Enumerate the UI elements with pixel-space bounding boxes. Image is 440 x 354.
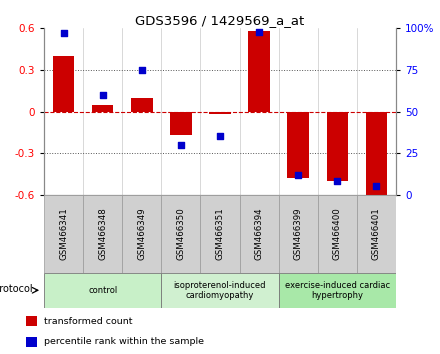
Text: GSM466351: GSM466351 [216,207,224,260]
Bar [83,195,122,273]
Point [138,67,145,73]
Bar [170,112,192,135]
Bar [92,104,114,112]
Point [373,183,380,189]
Bar [366,112,387,195]
Point [295,172,302,178]
Point [334,178,341,184]
Bar [122,195,161,273]
Bar [209,112,231,114]
Bar [161,195,201,273]
Text: exercise-induced cardiac
hypertrophy: exercise-induced cardiac hypertrophy [285,281,390,300]
Text: GSM466400: GSM466400 [333,207,342,260]
Bar [287,112,309,178]
Bar [26,316,37,326]
Text: GSM466401: GSM466401 [372,207,381,260]
Text: percentile rank within the sample: percentile rank within the sample [44,337,204,346]
Text: control: control [88,286,117,295]
Point [60,30,67,36]
Bar [279,195,318,273]
Text: GSM466348: GSM466348 [98,207,107,260]
Bar [318,195,357,273]
Point [256,29,263,34]
Text: GSM466394: GSM466394 [255,207,264,260]
Bar [131,98,153,112]
Bar [326,112,348,181]
Bar [26,337,37,347]
Bar [357,195,396,273]
Text: GSM466399: GSM466399 [294,207,303,260]
Text: GSM466350: GSM466350 [176,207,185,260]
Point [99,92,106,98]
Bar [53,56,74,112]
Text: GSM466349: GSM466349 [137,207,146,260]
Bar [239,195,279,273]
Point [216,134,224,139]
Bar [161,273,279,308]
Bar [44,273,161,308]
Bar [201,195,239,273]
Text: isoproterenol-induced
cardiomyopathy: isoproterenol-induced cardiomyopathy [174,281,266,300]
Text: transformed count: transformed count [44,317,132,326]
Text: GSM466341: GSM466341 [59,207,68,260]
Bar [279,273,396,308]
Point [177,142,184,148]
Bar [44,195,83,273]
Title: GDS3596 / 1429569_a_at: GDS3596 / 1429569_a_at [136,14,304,27]
Text: protocol: protocol [0,284,32,293]
Bar [248,31,270,112]
